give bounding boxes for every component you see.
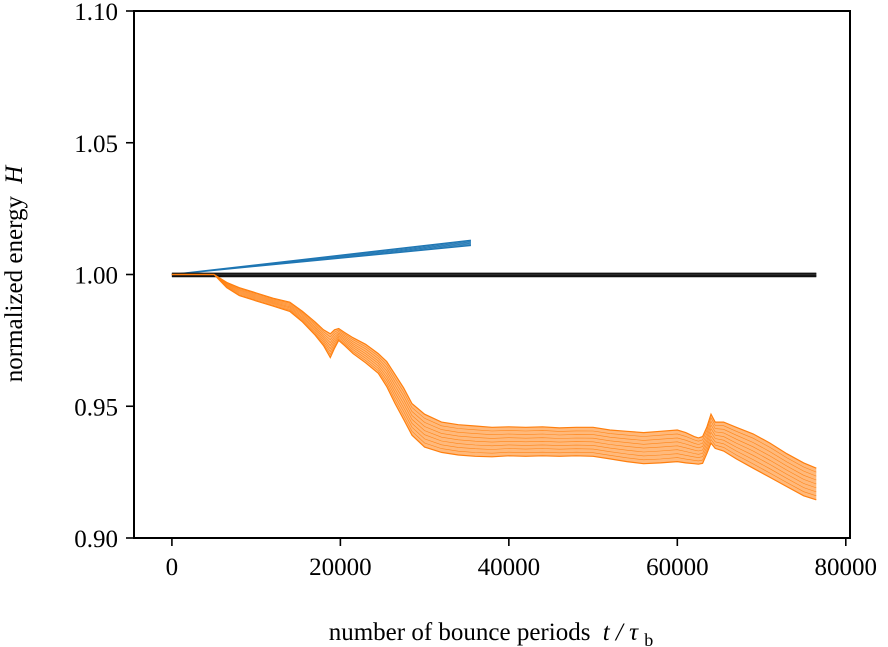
series-2-trace-4 <box>171 274 817 485</box>
y-tick-label: 0.90 <box>74 526 118 553</box>
series-0-trace-7 <box>171 244 471 275</box>
y-tick-label: 1.05 <box>74 131 118 158</box>
y-tick-label: 1.00 <box>74 263 118 290</box>
series-2 <box>171 273 817 501</box>
series-2-band <box>171 274 817 500</box>
x-axis-label-sub: b <box>644 630 653 647</box>
series-2-trace-6 <box>171 274 817 493</box>
y-axis-label-text: normalized energy <box>1 196 28 383</box>
y-axis-label: normalized energy H <box>1 164 28 383</box>
series-2-lower-line <box>171 273 817 501</box>
axis-ticks: 0 20000 40000 60000 80000 0.90 0.95 1.00 1.05 1.1… <box>74 0 877 581</box>
y-tick-label: 1.10 <box>74 0 118 26</box>
y-axis-label-math: H <box>1 164 28 185</box>
x-tick-label: 0 <box>166 554 179 581</box>
y-tick-label: 0.95 <box>74 394 118 421</box>
x-tick-label: 60000 <box>646 554 709 581</box>
series-2-upper-line <box>171 273 817 469</box>
series-2-trace-7 <box>171 274 817 497</box>
series-0 <box>171 239 471 276</box>
series-2-trace-1 <box>171 274 817 473</box>
x-tick-label: 40000 <box>478 554 541 581</box>
x-axis-label-text: number of bounce periods <box>329 619 591 646</box>
series-2-trace-3 <box>171 274 817 481</box>
x-axis-label: number of bounce periods t / τ b <box>329 619 654 647</box>
series-2-trace-5 <box>171 274 817 489</box>
x-tick-label: 80000 <box>815 554 878 581</box>
plot-area <box>171 239 817 501</box>
series-2-trace-2 <box>171 274 817 477</box>
series-1 <box>171 272 817 278</box>
x-tick-label: 20000 <box>309 554 372 581</box>
x-axis-label-math: t / τ <box>603 619 639 646</box>
